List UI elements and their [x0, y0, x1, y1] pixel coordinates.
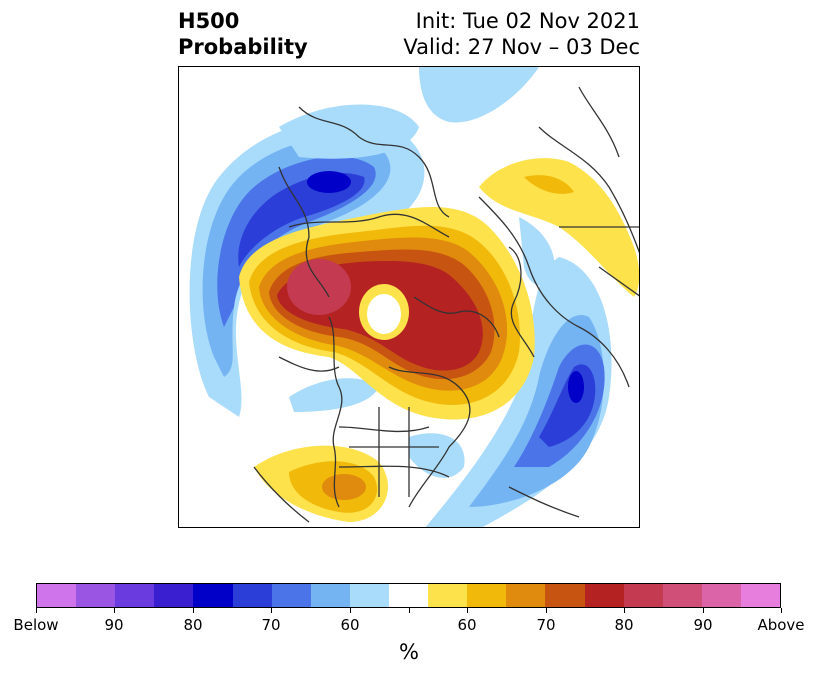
above-region-south: [254, 445, 388, 522]
below-region-west: [189, 119, 425, 417]
init-date: Init: Tue 02 Nov 2021: [415, 9, 640, 33]
colorbar-segment-11: [467, 584, 507, 607]
colorbar-tick: [193, 608, 194, 613]
colorbar-segment-3: [154, 584, 194, 607]
colorbar-segment-15: [623, 584, 663, 607]
colorbar-segment-17: [701, 584, 741, 607]
title-quantity: Probability: [178, 35, 308, 59]
colorbar-tick: [114, 608, 115, 613]
chart-title: H500 Probability: [178, 8, 308, 60]
colorbar-segment-8: [349, 584, 389, 607]
colorbar-segment-2: [115, 584, 155, 607]
colorbar-segment-6: [271, 584, 311, 607]
colorbar-tick: [409, 608, 410, 613]
colorbar: [36, 583, 781, 608]
colorbar-segment-18: [740, 584, 781, 607]
colorbar-segment-10: [428, 584, 468, 607]
valid-period: Valid: 27 Nov – 03 Dec: [403, 35, 640, 59]
title-variable: H500: [178, 9, 240, 33]
colorbar-tick-label: Below: [13, 616, 59, 634]
colorbar-tick-label: 70: [536, 616, 556, 634]
probability-map: [178, 66, 640, 528]
map-canvas: [189, 67, 639, 527]
colorbar-tick: [36, 608, 37, 613]
colorbar-segment-9: [388, 584, 429, 607]
colorbar-tick-label: 90: [693, 616, 713, 634]
colorbar-tick: [781, 608, 782, 613]
colorbar-tick-label: 90: [104, 616, 124, 634]
forecast-dates: Init: Tue 02 Nov 2021 Valid: 27 Nov – 03…: [403, 8, 640, 60]
below-region-southwest: [289, 378, 465, 478]
colorbar-tick: [350, 608, 351, 613]
below-region-east: [425, 217, 612, 527]
colorbar-segment-5: [232, 584, 272, 607]
colorbar-segment-16: [662, 584, 702, 607]
colorbar-tick-label: 60: [457, 616, 477, 634]
colorbar-unit-label: %: [399, 640, 419, 664]
colorbar-tick-label: 80: [614, 616, 634, 634]
colorbar-segment-14: [584, 584, 624, 607]
colorbar-tick: [546, 608, 547, 613]
colorbar-segment-7: [310, 584, 350, 607]
above-region-arctic: [239, 207, 535, 420]
colorbar-segment-13: [545, 584, 585, 607]
colorbar-tick: [703, 608, 704, 613]
colorbar-segment-0: [37, 584, 77, 607]
colorbar-tick: [271, 608, 272, 613]
colorbar-segment-12: [506, 584, 546, 607]
colorbar-tick-label: 80: [183, 616, 203, 634]
above-region-north-east: [479, 158, 639, 297]
colorbar-tick-label: 60: [340, 616, 360, 634]
colorbar-tick: [467, 608, 468, 613]
colorbar-segment-1: [76, 584, 116, 607]
colorbar-segment-4: [193, 584, 233, 607]
colorbar-tick-label: 70: [261, 616, 281, 634]
colorbar-tick-label: Above: [757, 616, 805, 634]
colorbar-tick: [624, 608, 625, 613]
coastlines: [253, 86, 639, 523]
